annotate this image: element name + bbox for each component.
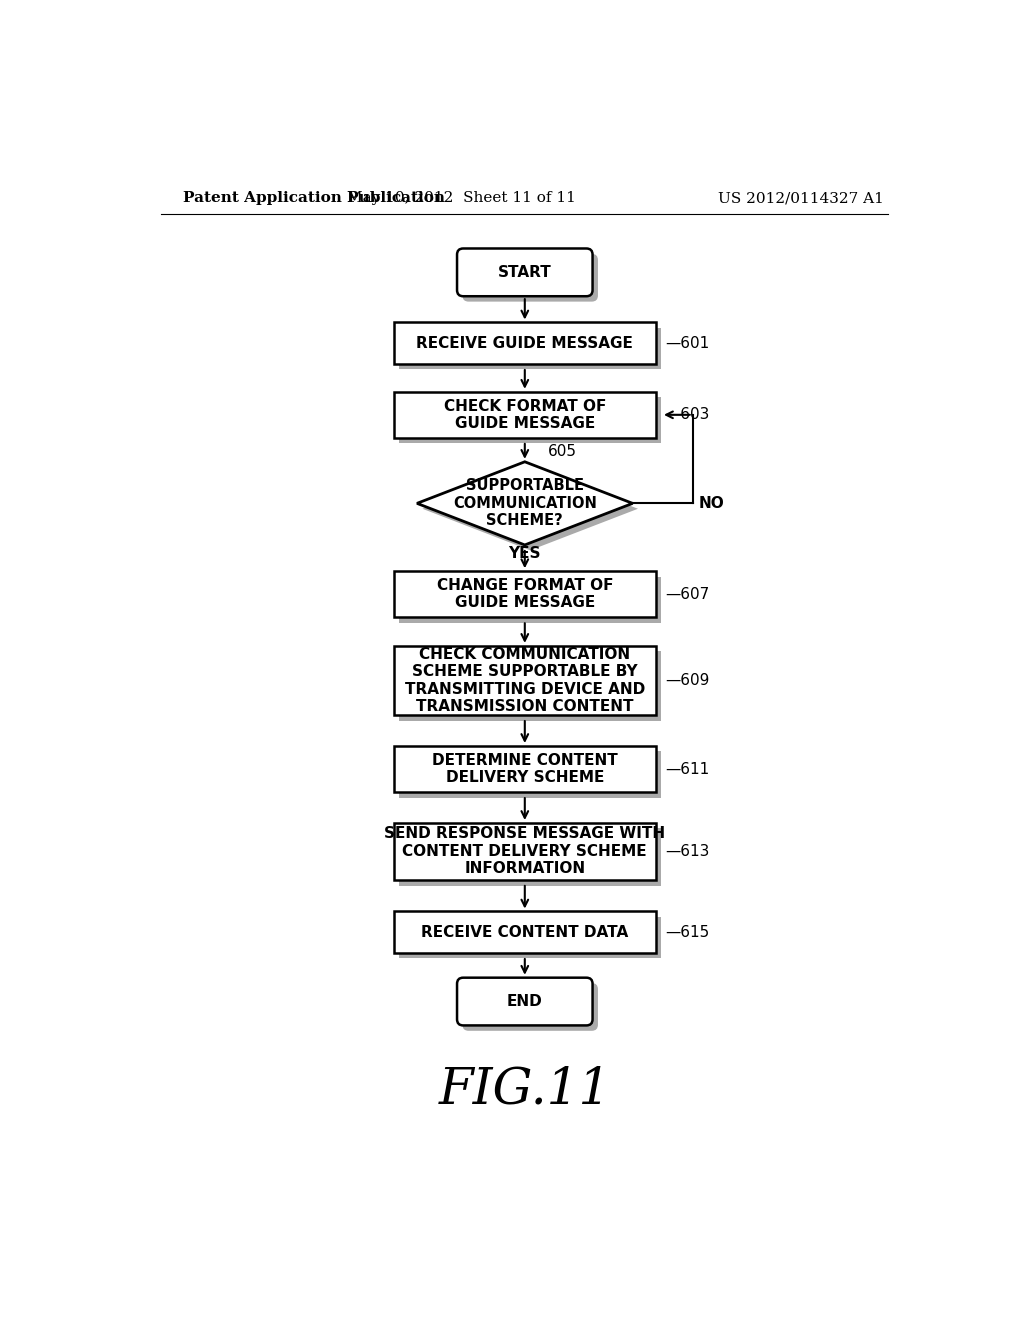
FancyBboxPatch shape: [394, 911, 655, 953]
FancyBboxPatch shape: [399, 828, 662, 886]
Text: FIG.11: FIG.11: [438, 1065, 611, 1115]
Text: YES: YES: [509, 546, 541, 561]
Text: —615: —615: [666, 925, 710, 940]
Text: 605: 605: [548, 444, 577, 459]
FancyBboxPatch shape: [394, 322, 655, 364]
Text: May 10, 2012  Sheet 11 of 11: May 10, 2012 Sheet 11 of 11: [347, 191, 577, 206]
Polygon shape: [417, 462, 633, 545]
Text: RECEIVE CONTENT DATA: RECEIVE CONTENT DATA: [421, 925, 629, 940]
Text: RECEIVE GUIDE MESSAGE: RECEIVE GUIDE MESSAGE: [417, 335, 633, 351]
FancyBboxPatch shape: [399, 577, 662, 623]
FancyBboxPatch shape: [463, 983, 598, 1031]
Text: DETERMINE CONTENT
DELIVERY SCHEME: DETERMINE CONTENT DELIVERY SCHEME: [432, 752, 617, 785]
Text: —611: —611: [666, 762, 710, 776]
FancyBboxPatch shape: [399, 397, 662, 444]
FancyBboxPatch shape: [457, 978, 593, 1026]
Text: —603: —603: [666, 408, 710, 422]
Text: SEND RESPONSE MESSAGE WITH
CONTENT DELIVERY SCHEME
INFORMATION: SEND RESPONSE MESSAGE WITH CONTENT DELIV…: [384, 826, 666, 876]
Text: CHANGE FORMAT OF
GUIDE MESSAGE: CHANGE FORMAT OF GUIDE MESSAGE: [436, 578, 613, 610]
Text: CHECK FORMAT OF
GUIDE MESSAGE: CHECK FORMAT OF GUIDE MESSAGE: [443, 399, 606, 432]
FancyBboxPatch shape: [463, 253, 598, 302]
Text: START: START: [498, 265, 552, 280]
Text: CHECK COMMUNICATION
SCHEME SUPPORTABLE BY
TRANSMITTING DEVICE AND
TRANSMISSION C: CHECK COMMUNICATION SCHEME SUPPORTABLE B…: [404, 647, 645, 714]
Text: US 2012/0114327 A1: US 2012/0114327 A1: [718, 191, 884, 206]
Text: —609: —609: [666, 673, 710, 688]
FancyBboxPatch shape: [394, 645, 655, 715]
Text: NO: NO: [698, 496, 725, 511]
FancyBboxPatch shape: [394, 746, 655, 792]
Polygon shape: [422, 467, 638, 550]
FancyBboxPatch shape: [394, 572, 655, 618]
Text: END: END: [507, 994, 543, 1008]
FancyBboxPatch shape: [399, 651, 662, 721]
FancyBboxPatch shape: [457, 248, 593, 296]
FancyBboxPatch shape: [399, 327, 662, 370]
Text: —613: —613: [666, 843, 710, 859]
Text: SUPPORTABLE
COMMUNICATION
SCHEME?: SUPPORTABLE COMMUNICATION SCHEME?: [453, 478, 597, 528]
Text: —601: —601: [666, 335, 710, 351]
FancyBboxPatch shape: [399, 751, 662, 797]
FancyBboxPatch shape: [394, 822, 655, 880]
Text: Patent Application Publication: Patent Application Publication: [183, 191, 444, 206]
Text: —607: —607: [666, 586, 710, 602]
FancyBboxPatch shape: [399, 917, 662, 958]
FancyBboxPatch shape: [394, 392, 655, 438]
